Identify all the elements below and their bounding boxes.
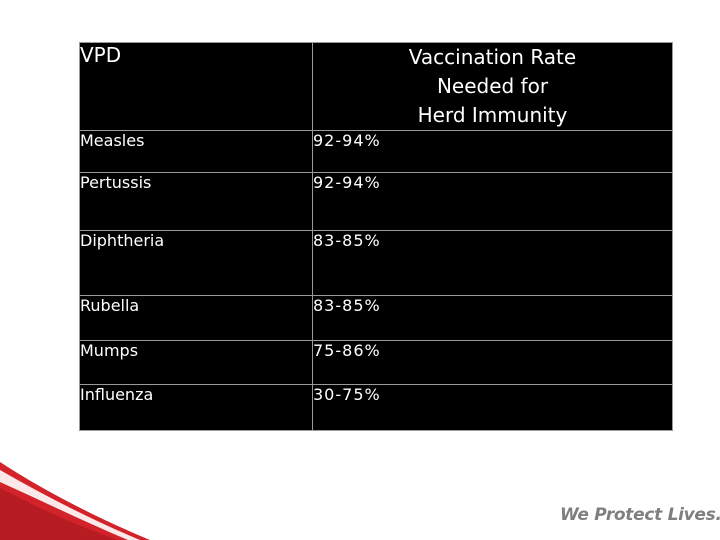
table-row: Measles 92-94% <box>79 130 673 173</box>
disease-name: Mumps <box>79 340 313 385</box>
table-row: Influenza 30-75% <box>79 384 673 431</box>
disease-name: Measles <box>79 130 313 173</box>
vaccination-rate: 83-85% <box>312 295 673 341</box>
disease-name: Diphtheria <box>79 230 313 296</box>
table-row: Pertussis 92-94% <box>79 172 673 231</box>
disease-name: Pertussis <box>79 172 313 231</box>
vaccination-rate: 83-85% <box>312 230 673 296</box>
header-rate-line-2: Needed for <box>436 74 549 98</box>
disease-name: Rubella <box>79 295 313 341</box>
herd-immunity-table: VPD Vaccination Rate Needed for Herd Imm… <box>79 42 673 431</box>
table-header-row: VPD Vaccination Rate Needed for Herd Imm… <box>79 42 673 131</box>
vaccination-rate: 30-75% <box>312 384 673 431</box>
tagline: We Protect Lives. <box>560 505 720 525</box>
vaccination-rate: 92-94% <box>312 130 673 173</box>
header-vaccination-rate: Vaccination Rate Needed for Herd Immunit… <box>312 42 673 131</box>
disease-name: Influenza <box>79 384 313 431</box>
vaccination-rate: 75-86% <box>312 340 673 385</box>
table-row: Mumps 75-86% <box>79 340 673 385</box>
header-vpd: VPD <box>79 42 313 131</box>
vaccination-rate: 92-94% <box>312 172 673 231</box>
table-row: Rubella 83-85% <box>79 295 673 341</box>
header-rate-line-1: Vaccination Rate <box>408 45 577 69</box>
table-row: Diphtheria 83-85% <box>79 230 673 296</box>
header-rate-line-3: Herd Immunity <box>417 103 568 127</box>
